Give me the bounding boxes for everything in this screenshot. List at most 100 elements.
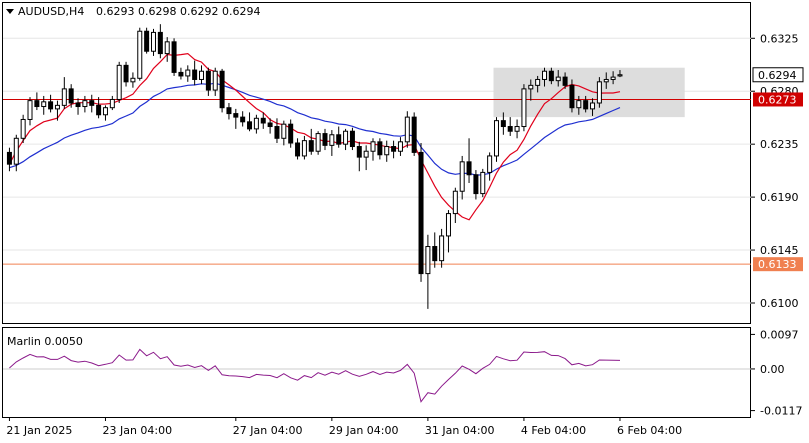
candle-body bbox=[13, 137, 19, 165]
candle-body bbox=[27, 100, 33, 120]
candle bbox=[295, 138, 301, 160]
candle-body bbox=[356, 146, 362, 158]
candle-body bbox=[157, 31, 163, 55]
candle-body bbox=[418, 151, 424, 275]
candle bbox=[363, 145, 369, 171]
candle bbox=[75, 98, 81, 115]
candle-body bbox=[116, 64, 122, 100]
candle-body bbox=[391, 146, 397, 152]
candle-body bbox=[445, 213, 451, 237]
candle bbox=[583, 95, 589, 113]
candle-body bbox=[569, 84, 575, 109]
candle bbox=[439, 228, 445, 268]
candle bbox=[535, 75, 541, 93]
candle-body bbox=[528, 84, 534, 90]
candle-body bbox=[295, 142, 301, 157]
candle-body bbox=[336, 134, 342, 145]
candle bbox=[377, 138, 383, 160]
osc-tick-label: -0.0117 bbox=[760, 405, 802, 418]
candle bbox=[370, 138, 376, 161]
candle-body bbox=[96, 104, 102, 116]
candle-body bbox=[500, 120, 506, 128]
osc-tick-label: 0.00 bbox=[760, 363, 785, 376]
candle-body bbox=[109, 98, 115, 109]
level-label-box bbox=[753, 92, 803, 107]
candle-body bbox=[274, 126, 280, 139]
candle bbox=[267, 118, 273, 134]
candle-body bbox=[555, 76, 561, 82]
candle bbox=[48, 94, 54, 113]
candle bbox=[610, 71, 616, 85]
y-tick-label: 0.6145 bbox=[760, 244, 799, 257]
price-levels bbox=[3, 98, 751, 265]
candle bbox=[82, 95, 88, 113]
candle bbox=[301, 135, 307, 160]
x-tick-label: 4 Feb 04:00 bbox=[521, 424, 586, 437]
candle bbox=[528, 79, 534, 101]
candle bbox=[205, 67, 211, 96]
candle bbox=[253, 114, 259, 134]
candle bbox=[89, 94, 95, 113]
candle bbox=[137, 27, 143, 81]
candle bbox=[116, 61, 122, 103]
candle bbox=[445, 210, 451, 253]
candle bbox=[391, 140, 397, 159]
candle bbox=[480, 168, 486, 198]
candle-body bbox=[473, 174, 479, 195]
candle-body bbox=[308, 140, 314, 152]
osc-tick-label: 0.0097 bbox=[760, 328, 799, 341]
candle-body bbox=[247, 121, 253, 130]
candle-body bbox=[514, 126, 520, 132]
candle bbox=[507, 117, 513, 136]
candle bbox=[555, 70, 561, 87]
candle bbox=[34, 92, 40, 111]
candle bbox=[466, 138, 472, 183]
candle-body bbox=[301, 140, 307, 157]
candle bbox=[219, 68, 225, 113]
y-tick-label: 0.6325 bbox=[760, 32, 799, 45]
candle bbox=[171, 38, 177, 76]
candle-body bbox=[240, 116, 246, 123]
marlin-oscillator bbox=[3, 348, 751, 403]
candle bbox=[548, 67, 554, 85]
candle-body bbox=[480, 171, 486, 195]
y-tick-label: 0.6190 bbox=[760, 191, 799, 204]
candle-body bbox=[466, 161, 472, 176]
candle bbox=[20, 114, 26, 143]
time-axis: 21 Jan 2025 23 Jan 04:00 27 Jan 04:00 29 Ja… bbox=[6, 417, 682, 437]
candle bbox=[150, 28, 156, 56]
candle bbox=[596, 77, 602, 108]
candle-body bbox=[576, 100, 582, 109]
candle-body bbox=[6, 151, 12, 165]
candle-body bbox=[48, 101, 54, 110]
candle bbox=[336, 126, 342, 148]
candle bbox=[315, 131, 321, 155]
candle-body bbox=[583, 100, 589, 110]
candle-body bbox=[404, 116, 410, 143]
candle bbox=[281, 120, 287, 146]
candles bbox=[6, 24, 623, 309]
candle bbox=[473, 170, 479, 200]
candle-body bbox=[610, 76, 616, 80]
candle-body bbox=[199, 70, 205, 80]
candle bbox=[260, 112, 266, 129]
triangle-down-icon[interactable] bbox=[6, 9, 14, 14]
main-chart-panel bbox=[2, 2, 751, 324]
candle bbox=[404, 111, 410, 148]
candle-body bbox=[363, 150, 369, 158]
candle-body bbox=[41, 101, 47, 108]
candle-body bbox=[54, 104, 60, 110]
y-tick-label: 0.6235 bbox=[760, 138, 799, 151]
candle bbox=[349, 127, 355, 151]
candle-body bbox=[617, 74, 623, 77]
candle-body bbox=[487, 155, 493, 173]
candle bbox=[576, 95, 582, 115]
candle-body bbox=[596, 81, 602, 104]
candle-body bbox=[212, 70, 218, 91]
x-tick-label: 27 Jan 04:00 bbox=[233, 424, 303, 437]
candle-body bbox=[34, 100, 40, 108]
price-axis: 0.63250.62800.62350.61900.61450.61000.62… bbox=[751, 32, 804, 310]
candle bbox=[27, 97, 33, 126]
x-tick-label: 31 Jan 04:00 bbox=[425, 424, 495, 437]
